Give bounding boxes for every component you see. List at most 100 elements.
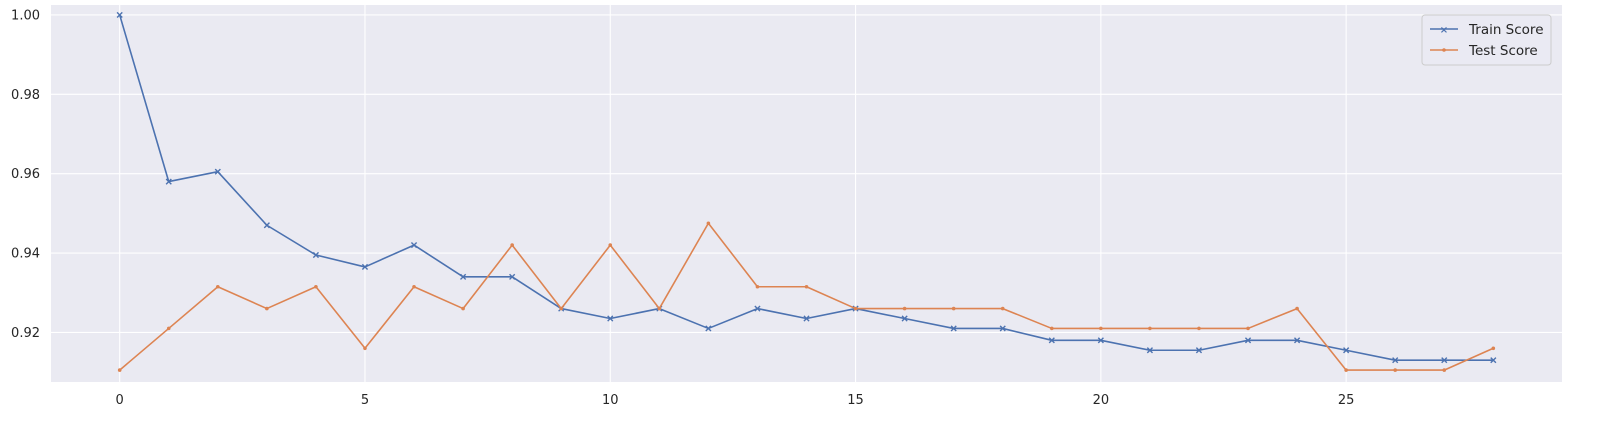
train-score-point <box>214 168 221 175</box>
train-score-point <box>1490 357 1497 364</box>
train-score-point-mark <box>312 251 320 259</box>
train-score-point-mark <box>214 168 221 175</box>
legend-test-label: Test Score <box>1468 43 1538 59</box>
test-score-point <box>853 306 858 311</box>
train-score-point-mark <box>116 11 123 19</box>
test-score-point <box>1246 326 1250 331</box>
test-score-point <box>215 284 220 289</box>
y-tick-label: 0.96 <box>11 167 40 182</box>
train-score-point <box>1441 357 1448 364</box>
train-score-point-mark <box>410 241 418 249</box>
plot-background <box>51 5 1562 382</box>
test-score-point <box>1099 326 1103 331</box>
train-score-point-mark <box>165 178 172 185</box>
x-tick-label: 10 <box>602 393 619 408</box>
test-score-point <box>559 306 564 311</box>
test-score-point <box>265 306 269 311</box>
train-score-point-mark <box>1097 337 1104 344</box>
test-score-point <box>1491 346 1496 351</box>
test-score-point <box>1393 368 1398 372</box>
train-score-point <box>999 325 1006 332</box>
test-score-point <box>1442 368 1447 372</box>
x-tick-label: 15 <box>847 393 864 408</box>
test-score-point <box>804 284 809 289</box>
train-score-point <box>410 241 418 249</box>
train-score-point-mark <box>901 315 908 322</box>
legend-entry-test: Test Score <box>1430 43 1538 59</box>
y-tick-label: 1.00 <box>11 8 40 23</box>
test-score-point <box>166 326 171 331</box>
train-score-point-mark <box>754 305 761 312</box>
train-score-point <box>312 251 320 259</box>
x-tick-label: 0 <box>116 393 124 408</box>
train-score-point-mark <box>263 222 270 229</box>
legend: × Train Score Test Score <box>1421 14 1552 66</box>
train-score-point <box>1146 347 1154 354</box>
train-score-point <box>263 222 270 229</box>
train-score-point <box>803 315 810 322</box>
y-tick-label: 0.92 <box>11 326 40 341</box>
train-score-point-mark <box>1146 347 1154 354</box>
train-score-point <box>361 263 369 271</box>
legend-train-marker: × <box>1440 25 1448 36</box>
train-score-point-mark <box>1048 337 1055 344</box>
y-tick-label: 0.94 <box>11 247 40 262</box>
test-score-point <box>510 243 514 247</box>
train-score-point <box>1097 337 1104 344</box>
train-score-point-mark <box>1441 357 1448 364</box>
test-score-point <box>117 368 122 372</box>
train-score-point <box>901 315 908 322</box>
train-score-point-mark <box>803 315 810 322</box>
legend-train-label: Train Score <box>1468 22 1544 38</box>
train-score-point <box>116 11 123 19</box>
series-layer <box>116 11 1497 372</box>
legend-box <box>1421 14 1552 66</box>
train-score-point <box>1244 337 1252 344</box>
train-score-point-mark <box>509 273 516 280</box>
train-score-point-mark <box>999 325 1006 332</box>
train-score-point-mark <box>1293 337 1301 344</box>
test-score-point <box>363 346 367 351</box>
train-score-point <box>607 315 614 322</box>
test-score-point <box>461 306 465 311</box>
x-tick-label: 20 <box>1093 393 1110 408</box>
test-score-point <box>314 284 318 289</box>
train-score-point-mark <box>1490 357 1497 364</box>
train-score-point <box>1392 357 1399 364</box>
train-score-point-mark <box>1195 347 1203 354</box>
legend-test-marker <box>1442 48 1446 52</box>
train-score-point <box>1293 337 1301 344</box>
train-score-point-mark <box>1343 347 1350 354</box>
test-score-point <box>951 306 956 311</box>
test-score-point <box>1148 326 1152 331</box>
test-score-point <box>1295 306 1299 311</box>
train-score-point-mark <box>1392 357 1399 364</box>
x-tick-label: 5 <box>361 393 369 408</box>
train-score-point-mark <box>361 263 369 271</box>
train-score-point-mark <box>459 273 467 280</box>
train-score-point <box>1195 347 1203 354</box>
test-score-point <box>1049 326 1054 331</box>
test-score-point <box>902 306 907 311</box>
legend-entry-train: × Train Score <box>1430 22 1544 38</box>
grid <box>51 5 1562 382</box>
test-score-point <box>1197 326 1201 331</box>
train-score-point <box>459 273 467 280</box>
train-score-point-mark <box>705 325 712 332</box>
test-score-point <box>755 284 760 289</box>
train-score-point <box>509 273 516 280</box>
x-tick-label: 25 <box>1338 393 1355 408</box>
test-score-point <box>1344 368 1348 372</box>
train-score-point <box>950 325 957 332</box>
test-score-point <box>1000 306 1005 311</box>
train-score-point <box>705 325 712 332</box>
test-score-point <box>706 221 711 226</box>
test-score-point <box>657 306 662 311</box>
train-score-point <box>1343 347 1350 354</box>
test-score-point <box>608 243 613 247</box>
train-score-point <box>754 305 761 312</box>
train-score-point-mark <box>950 325 957 332</box>
tick-layer: 0 5 10 15 20 25 0.92 0.94 0.96 0.98 1.00 <box>11 8 1354 408</box>
train-score-point <box>165 178 172 185</box>
